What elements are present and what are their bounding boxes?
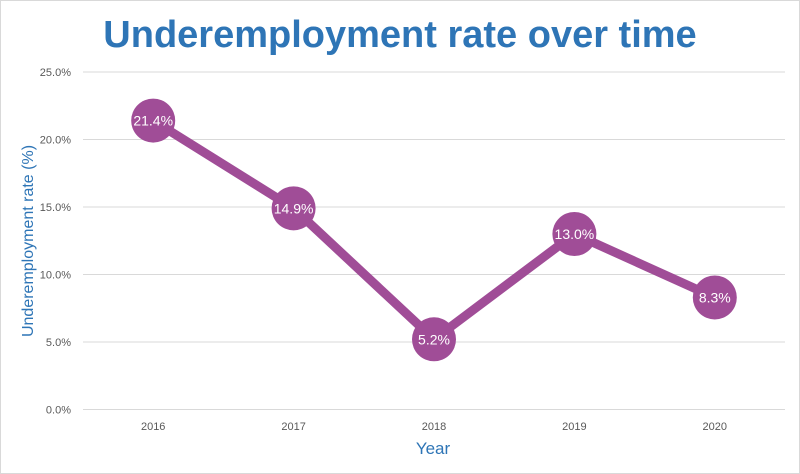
y-axis-label: Underemployment rate (%) <box>20 145 37 337</box>
data-point <box>692 275 737 320</box>
x-axis-label: Year <box>416 439 451 458</box>
data-point <box>131 98 176 143</box>
data-label: 5.2% <box>418 331 450 347</box>
data-point <box>412 317 456 362</box>
data-label: 13.0% <box>555 226 595 242</box>
data-label: 14.9% <box>274 200 314 216</box>
data-label: 8.3% <box>699 289 731 305</box>
y-tick-label: 5.0% <box>46 337 71 349</box>
y-tick-label: 0.0% <box>46 405 71 417</box>
x-tick-label: 2018 <box>422 421 446 433</box>
x-tick-label: 2020 <box>703 421 727 433</box>
y-tick-label: 25.0% <box>40 67 71 79</box>
y-tick-label: 15.0% <box>40 202 71 214</box>
data-point <box>552 212 597 256</box>
chart-title: Underemployment rate over time <box>103 14 696 56</box>
x-tick-label: 2017 <box>281 421 305 433</box>
x-tick-label: 2016 <box>141 421 165 433</box>
x-tick-label: 2019 <box>562 421 586 433</box>
data-label: 21.4% <box>133 113 173 129</box>
y-tick-label: 10.0% <box>40 270 71 282</box>
series-line <box>150 116 717 344</box>
y-tick-label: 20.0% <box>40 135 71 147</box>
data-point <box>271 186 316 231</box>
